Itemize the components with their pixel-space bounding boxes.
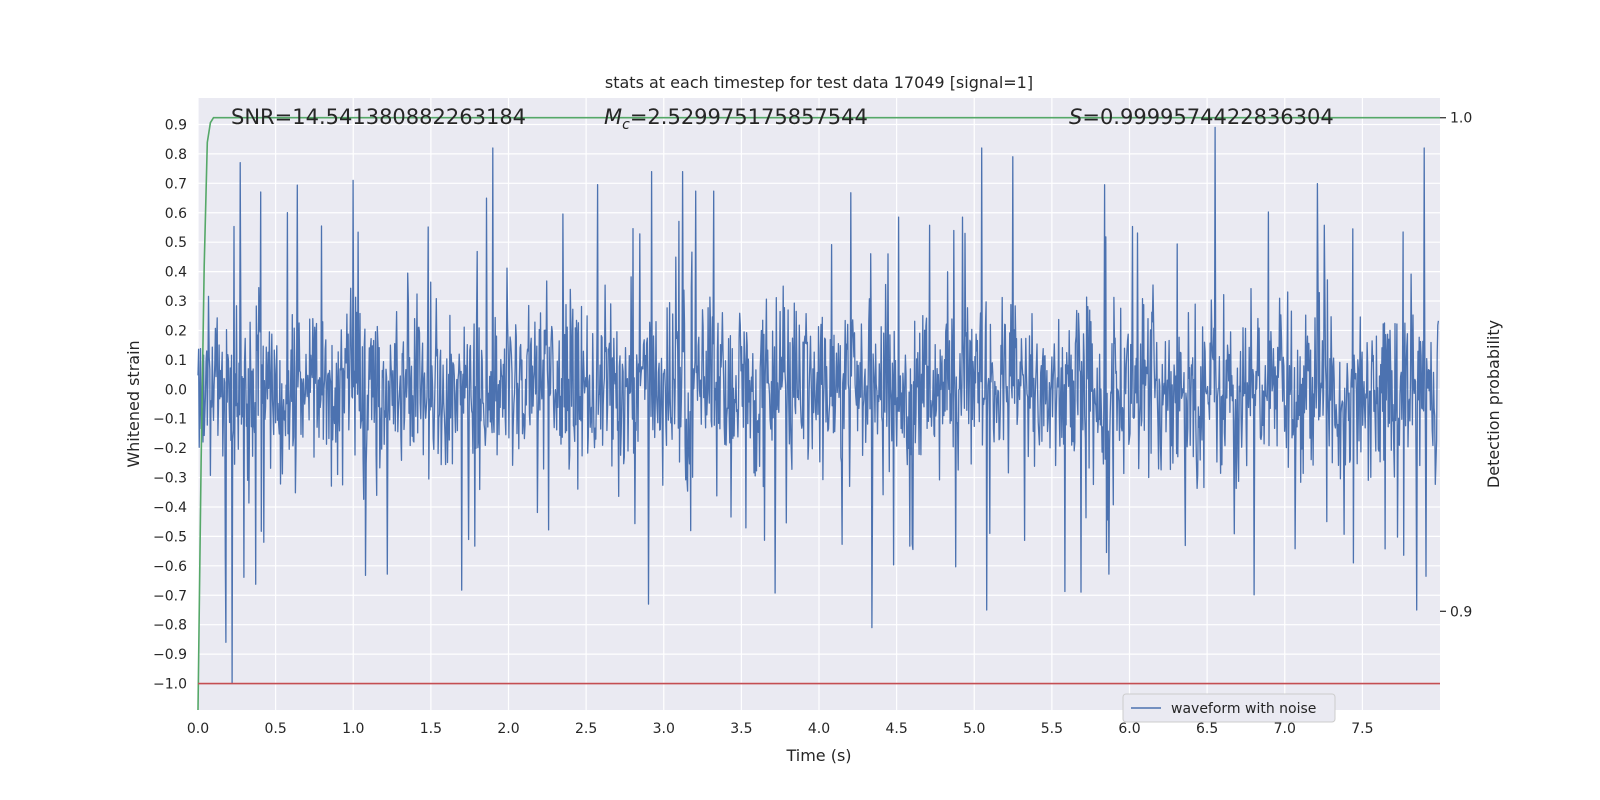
x-tick-label: 6.0 — [1118, 721, 1140, 737]
x-tick-label: 5.0 — [963, 721, 985, 737]
y-tick-label: 0.4 — [165, 265, 187, 281]
y-tick-label: −0.8 — [153, 618, 187, 634]
series-detection-probability — [197, 116, 1440, 711]
y-tick-label: 0.2 — [165, 323, 187, 339]
chirp-mass-annotation: Mc=2.529975175857544 — [604, 105, 868, 133]
x-tick-label: 7.5 — [1351, 721, 1373, 737]
y-tick-label: 0.6 — [165, 206, 187, 222]
y-tick-label: −0.2 — [153, 441, 187, 457]
x-tick-label: 5.5 — [1041, 721, 1063, 737]
x-tick-label: 3.5 — [730, 721, 752, 737]
x-axis-title: Time (s) — [785, 746, 851, 765]
score-annotation: S=0.9999574422836304 — [1069, 105, 1334, 129]
y-tick-label: 0.0 — [165, 382, 187, 398]
x-tick-label: 0.5 — [264, 721, 286, 737]
legend-box — [1122, 693, 1336, 723]
y2-tick-label: 0.9 — [1450, 604, 1472, 620]
legend-label: waveform with noise — [1171, 701, 1316, 717]
y-tick-label: 0.8 — [165, 147, 187, 163]
x-tick-label: 0.0 — [187, 721, 209, 737]
y2-axis-title: Detection probability — [1484, 320, 1503, 488]
x-tick-label: 1.0 — [342, 721, 364, 737]
chirp-mass-symbol: M — [604, 105, 622, 129]
y2-tick-label: 1.0 — [1450, 111, 1472, 127]
tick-layer: 0.0 0.5 1.0 1.5 2.0 2.5 3.0 3.5 4.0 4.5 5.0 5.5 6.0 6… — [153, 111, 1472, 737]
y-tick-label: −0.1 — [153, 412, 187, 428]
y-tick-label: −0.5 — [153, 529, 187, 545]
y-tick-label: −0.4 — [153, 500, 187, 516]
series-layer — [197, 116, 1440, 711]
y-tick-label: −0.6 — [153, 559, 187, 575]
y-tick-label: −0.3 — [153, 471, 187, 487]
y-tick-label: 0.3 — [165, 294, 187, 310]
y-tick-label: 0.1 — [165, 353, 187, 369]
y-axis-title: Whitened strain — [124, 340, 143, 467]
y-tick-label: 0.5 — [165, 235, 187, 251]
chart-title: stats at each timestep for test data 170… — [605, 73, 1033, 92]
x-tick-label: 1.5 — [420, 721, 442, 737]
score-symbol: S — [1069, 105, 1082, 129]
y-tick-label: −1.0 — [153, 677, 187, 693]
x-tick-label: 2.0 — [497, 721, 519, 737]
y-tick-label: −0.7 — [153, 588, 187, 604]
x-tick-label: 4.0 — [808, 721, 830, 737]
x-tick-label: 2.5 — [575, 721, 597, 737]
series-waveform-with-noise — [197, 126, 1440, 685]
legend: waveform with noise — [1122, 693, 1336, 723]
score-value: =0.9999574422836304 — [1082, 105, 1333, 129]
snr-annotation: SNR=14.541380882263184 — [231, 105, 526, 129]
chirp-mass-subscript: c — [622, 117, 630, 133]
chirp-mass-value: =2.529975175857544 — [630, 105, 868, 129]
y-tick-label: 0.7 — [165, 176, 187, 192]
y-tick-label: 0.9 — [165, 117, 187, 133]
x-tick-label: 4.5 — [885, 721, 907, 737]
x-tick-label: 7.0 — [1274, 721, 1296, 737]
y-tick-label: −0.9 — [153, 647, 187, 663]
x-tick-label: 6.5 — [1196, 721, 1218, 737]
x-tick-label: 3.0 — [653, 721, 675, 737]
